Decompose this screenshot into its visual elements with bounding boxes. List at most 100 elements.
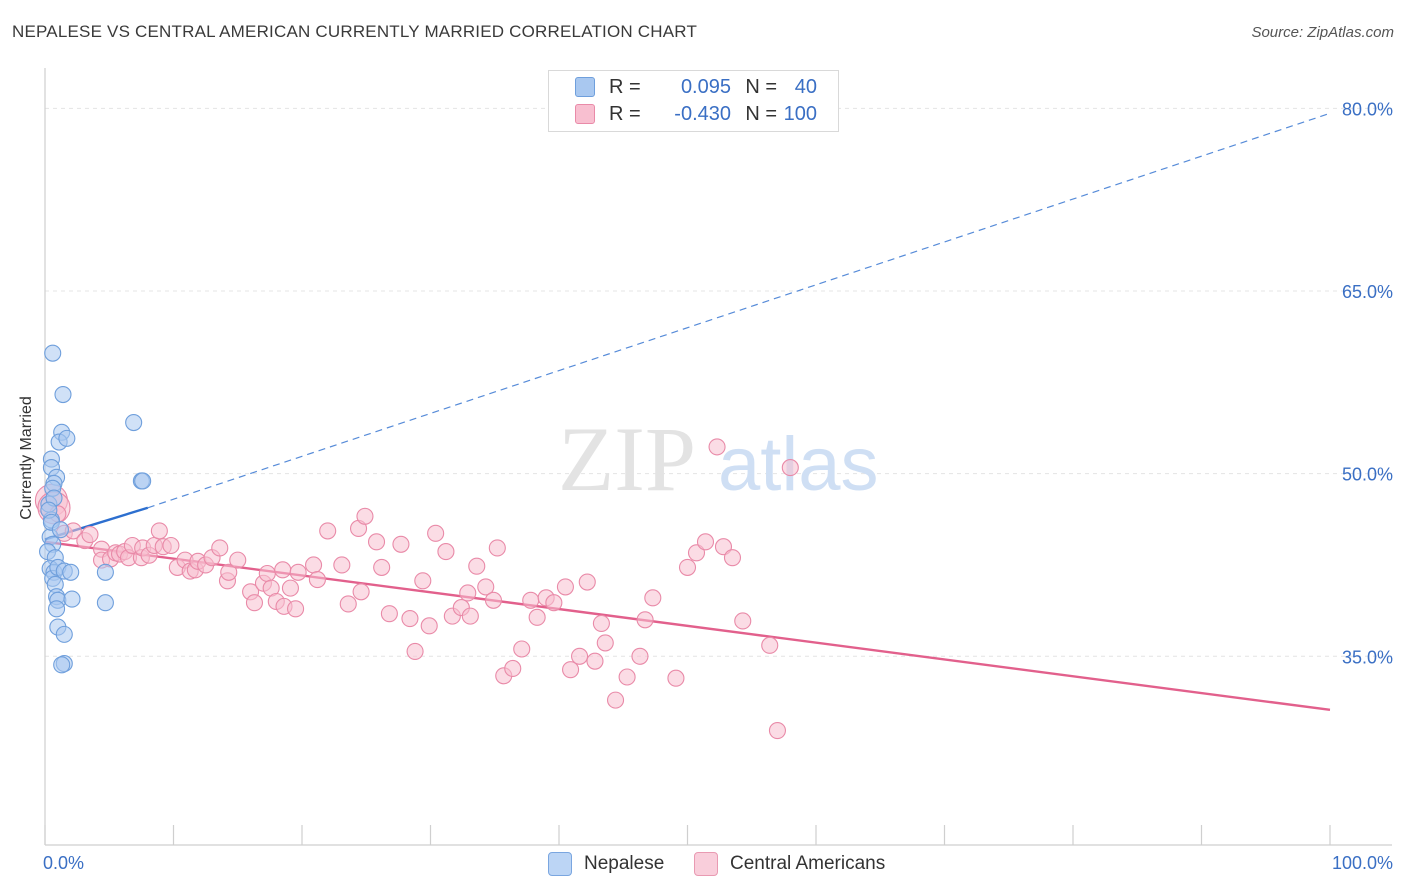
data-point bbox=[504, 659, 522, 678]
y-tick-label: 80.0% bbox=[1342, 99, 1393, 119]
data-point bbox=[63, 590, 81, 608]
data-point bbox=[96, 594, 114, 612]
legend-swatch-nepalese bbox=[575, 77, 595, 97]
data-point bbox=[459, 584, 477, 602]
data-point bbox=[522, 591, 540, 609]
data-point bbox=[55, 625, 73, 643]
data-point bbox=[373, 558, 391, 576]
x-tick-label: 100.0% bbox=[1332, 853, 1393, 873]
legend-n-value: 100 bbox=[783, 102, 817, 125]
data-point bbox=[339, 595, 357, 613]
data-point bbox=[96, 563, 114, 581]
data-point bbox=[596, 634, 614, 652]
data-point bbox=[53, 656, 71, 674]
data-point bbox=[477, 578, 495, 596]
data-point bbox=[528, 608, 546, 626]
data-point bbox=[781, 459, 799, 477]
data-point bbox=[420, 617, 438, 635]
data-point bbox=[571, 647, 589, 665]
watermark-atlas: atlas bbox=[718, 422, 879, 507]
data-point bbox=[678, 558, 697, 576]
legend-r-value: -0.430 bbox=[674, 102, 731, 125]
data-point bbox=[281, 579, 299, 597]
watermark-zip: ZIP bbox=[558, 408, 696, 510]
data-point bbox=[484, 591, 503, 609]
data-point bbox=[305, 556, 323, 574]
chart-title: NEPALESE VS CENTRAL AMERICAN CURRENTLY M… bbox=[12, 22, 698, 41]
data-point bbox=[513, 640, 531, 658]
data-point bbox=[258, 564, 276, 583]
data-point bbox=[427, 524, 445, 542]
gridlines bbox=[45, 107, 1392, 657]
data-point bbox=[562, 661, 580, 679]
data-point bbox=[352, 583, 370, 601]
data-point bbox=[274, 561, 292, 579]
y-tick-label: 50.0% bbox=[1342, 465, 1393, 485]
data-point bbox=[586, 652, 604, 670]
data-point bbox=[162, 536, 180, 555]
data-point bbox=[545, 594, 563, 612]
data-point bbox=[245, 594, 264, 612]
data-point bbox=[556, 578, 574, 596]
data-point bbox=[150, 522, 168, 540]
data-point bbox=[414, 572, 432, 590]
data-point bbox=[48, 600, 66, 618]
source-label: Source: ZipAtlas.com bbox=[1251, 24, 1394, 41]
series-label-central-americans: Central Americans bbox=[730, 853, 886, 874]
legend-n-value: 40 bbox=[794, 75, 817, 98]
data-point bbox=[644, 589, 662, 607]
series-label-nepalese: Nepalese bbox=[584, 853, 665, 874]
data-point bbox=[618, 668, 636, 686]
data-point bbox=[631, 647, 649, 665]
tick-labels: 35.0% 50.0% 65.0% 80.0% 0.0% 100.0% bbox=[43, 99, 1393, 873]
trend-line bbox=[44, 540, 1331, 712]
data-point bbox=[578, 573, 596, 591]
data-point bbox=[229, 551, 247, 569]
data-point bbox=[687, 544, 706, 562]
series-legend-nepalese[interactable]: Nepalese bbox=[548, 852, 664, 876]
legend-r-label: R = bbox=[609, 75, 641, 98]
data-point bbox=[768, 722, 787, 740]
data-point bbox=[289, 563, 307, 581]
data-point bbox=[392, 535, 410, 553]
data-point bbox=[401, 610, 419, 628]
data-point bbox=[696, 533, 715, 551]
data-point bbox=[81, 525, 99, 544]
data-point bbox=[134, 472, 152, 490]
data-point bbox=[54, 385, 72, 404]
data-point bbox=[367, 533, 386, 551]
data-point bbox=[220, 563, 238, 581]
data-point bbox=[468, 557, 486, 575]
data-point bbox=[723, 549, 742, 567]
data-point bbox=[761, 636, 779, 654]
data-point bbox=[667, 669, 685, 687]
data-point bbox=[44, 344, 62, 362]
data-point bbox=[211, 539, 229, 557]
data-point bbox=[62, 563, 80, 581]
series-swatch-central-americans bbox=[694, 852, 718, 876]
legend-r-value: 0.095 bbox=[680, 75, 731, 98]
data-point bbox=[437, 543, 455, 561]
data-point bbox=[406, 642, 424, 660]
legend-n-label: N = bbox=[745, 75, 777, 98]
data-point bbox=[58, 429, 76, 447]
data-point bbox=[714, 538, 733, 556]
y-tick-label: 65.0% bbox=[1342, 282, 1393, 302]
data-point bbox=[51, 521, 69, 539]
x-tick-label: 0.0% bbox=[43, 853, 84, 873]
data-point bbox=[636, 611, 654, 629]
series-legend: Nepalese Central Americans bbox=[0, 852, 1406, 878]
legend-row-nepalese: R = 0.095 N = 40 bbox=[549, 74, 817, 100]
data-point bbox=[734, 612, 752, 630]
series-swatch-nepalese bbox=[548, 852, 572, 876]
data-point bbox=[356, 507, 374, 525]
data-point bbox=[606, 691, 625, 709]
series-legend-central-americans[interactable]: Central Americans bbox=[694, 852, 885, 876]
data-point bbox=[308, 571, 326, 589]
data-point bbox=[333, 556, 351, 574]
data-point bbox=[592, 614, 610, 632]
legend-swatch-central-americans bbox=[575, 104, 595, 124]
trend-line-dashed bbox=[147, 112, 1331, 509]
legend-n-label: N = bbox=[745, 102, 777, 125]
